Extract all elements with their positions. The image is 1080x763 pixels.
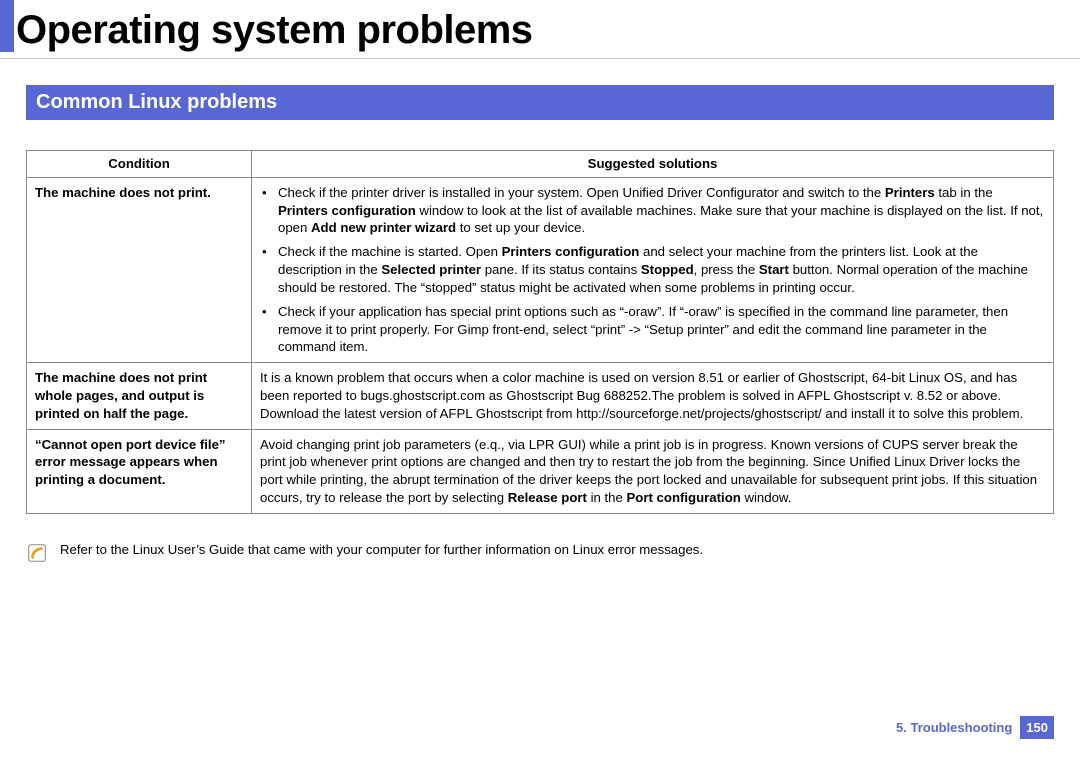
footer-page-number: 150: [1020, 716, 1054, 739]
condition-cell: The machine does not print whole pages, …: [27, 363, 252, 429]
condition-cell: The machine does not print.: [27, 177, 252, 362]
note-text: Refer to the Linux User’s Guide that cam…: [60, 542, 703, 557]
page-title: Operating system problems: [16, 10, 533, 52]
solutions-cell: Avoid changing print job parameters (e.q…: [252, 429, 1054, 513]
solution-item: Check if the printer driver is installed…: [274, 184, 1045, 237]
solution-item: Check if your application has special pr…: [274, 303, 1045, 356]
page-title-container: Operating system problems: [0, 0, 1080, 59]
condition-cell: “Cannot open port device file” error mes…: [27, 429, 252, 513]
title-accent-bar: [0, 0, 14, 52]
table-row: The machine does not print. Check if the…: [27, 177, 1054, 362]
note-icon: [26, 542, 48, 564]
page-footer: 5. Troubleshooting 150: [896, 716, 1054, 739]
content-area: Common Linux problems Condition Suggeste…: [0, 85, 1080, 564]
problems-table: Condition Suggested solutions The machin…: [26, 150, 1054, 514]
section-header: Common Linux problems: [26, 85, 1054, 120]
solution-item: Check if the machine is started. Open Pr…: [274, 243, 1045, 296]
solutions-cell: It is a known problem that occurs when a…: [252, 363, 1054, 429]
table-header-row: Condition Suggested solutions: [27, 151, 1054, 178]
footer-chapter: 5. Troubleshooting: [896, 720, 1012, 735]
solutions-list: Check if the printer driver is installed…: [260, 184, 1045, 356]
note-row: Refer to the Linux User’s Guide that cam…: [26, 542, 1054, 564]
solutions-cell: Check if the printer driver is installed…: [252, 177, 1054, 362]
table-row: The machine does not print whole pages, …: [27, 363, 1054, 429]
col-header-solutions: Suggested solutions: [252, 151, 1054, 178]
col-header-condition: Condition: [27, 151, 252, 178]
table-row: “Cannot open port device file” error mes…: [27, 429, 1054, 513]
